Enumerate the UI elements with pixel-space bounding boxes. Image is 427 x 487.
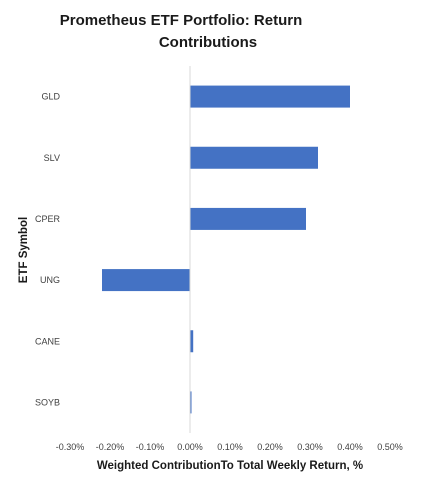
bar-gld <box>190 85 350 108</box>
category-labels: GLD SLV CPER UNG CANE SOYB <box>35 92 61 408</box>
x-tick-labels: -0.30% -0.20% -0.10% 0.00% 0.10% 0.20% 0.30% 0.… <box>56 442 403 452</box>
x-tick-label: 0.40% <box>337 442 363 452</box>
chart-title-line-1: Prometheus ETF Portfolio: Return <box>60 12 303 29</box>
category-label-slv: SLV <box>44 153 60 163</box>
category-label-cane: CANE <box>35 336 60 346</box>
x-tick-label: -0.10% <box>136 442 165 452</box>
x-tick-label: 0.00% <box>177 442 203 452</box>
bar-ung <box>102 269 190 292</box>
x-tick-label: 0.30% <box>297 442 323 452</box>
bar-slv <box>190 146 318 169</box>
category-label-soyb: SOYB <box>35 397 60 407</box>
bars-layer <box>102 85 350 414</box>
bar-soyb <box>190 391 192 414</box>
bar-cane <box>190 330 194 353</box>
x-tick-label: -0.30% <box>56 442 85 452</box>
category-label-cper: CPER <box>35 214 61 224</box>
x-tick-label: 0.20% <box>257 442 283 452</box>
category-label-gld: GLD <box>41 92 60 102</box>
x-axis-label: Weighted ContributionTo Total Weekly Ret… <box>97 460 363 472</box>
x-tick-label: 0.10% <box>217 442 243 452</box>
x-tick-label: -0.20% <box>96 442 125 452</box>
category-label-ung: UNG <box>40 275 60 285</box>
chart-title-line-2: Contributions <box>159 34 257 51</box>
bar-cper <box>190 207 306 230</box>
y-axis-label: ETF Symbol <box>18 217 30 283</box>
x-tick-label: 0.50% <box>377 442 403 452</box>
